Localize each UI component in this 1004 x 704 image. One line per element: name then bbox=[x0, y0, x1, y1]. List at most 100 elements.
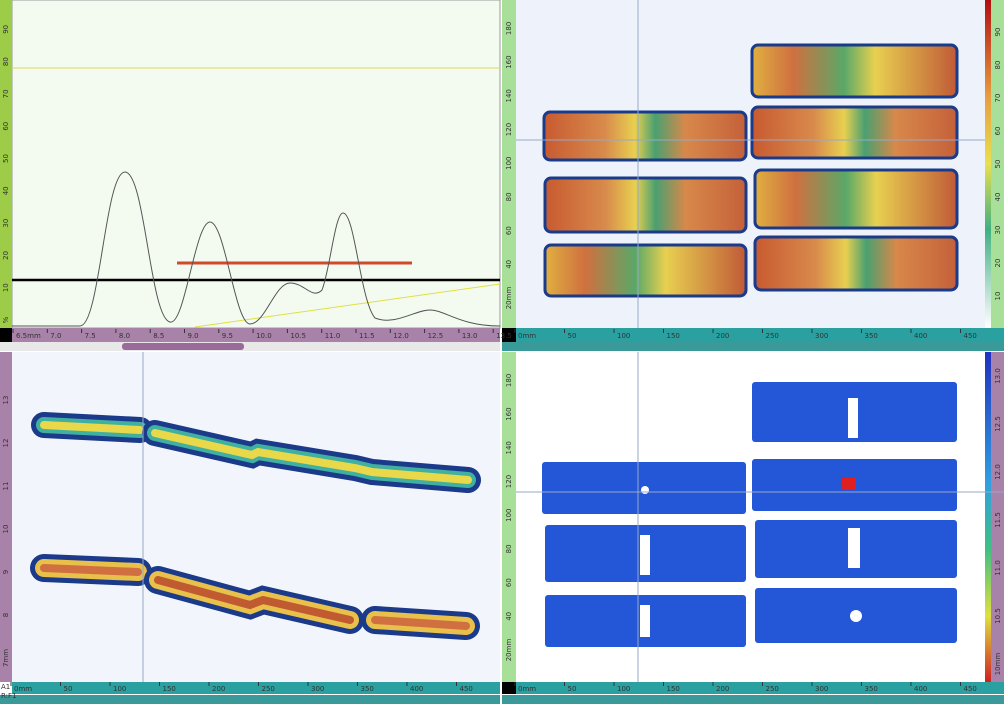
y-tick-label: 80 bbox=[505, 192, 513, 201]
x-tick-label: 6.5mm bbox=[16, 332, 41, 340]
x-tick-label: 50 bbox=[568, 685, 577, 693]
y-tick-label: 20 bbox=[2, 251, 10, 260]
ascan-plot bbox=[11, 0, 501, 329]
bscan-echoes bbox=[30, 412, 481, 640]
x-tick-label: 0mm bbox=[14, 685, 32, 693]
y-tick-label: 10 bbox=[994, 292, 1002, 301]
echo bbox=[40, 564, 142, 576]
y-tick-label: 140 bbox=[505, 441, 513, 454]
x-tick-label: 300 bbox=[311, 685, 324, 693]
x-tick-label: 250 bbox=[262, 685, 275, 693]
cscan-bottom-x-ruler bbox=[516, 682, 1004, 694]
ascan-x-ruler bbox=[12, 328, 500, 342]
x-tick-label: 10.5 bbox=[290, 332, 306, 340]
y-tick-label: 13.0 bbox=[994, 368, 1002, 384]
y-tick-label: 30 bbox=[2, 219, 10, 228]
plate bbox=[750, 105, 959, 160]
y-tick-label: 180 bbox=[505, 374, 513, 387]
plates-amplitude bbox=[542, 43, 959, 298]
x-tick-label: 300 bbox=[815, 685, 828, 693]
echo bbox=[154, 576, 354, 624]
y-tick-label: 11 bbox=[2, 482, 10, 491]
y-tick-label: 80 bbox=[505, 544, 513, 553]
y-tick-label: 13 bbox=[2, 396, 10, 405]
y-tick-label: 30 bbox=[994, 226, 1002, 235]
x-tick-label: 350 bbox=[865, 685, 878, 693]
defect bbox=[640, 605, 650, 637]
y-tick-label: 70 bbox=[2, 89, 10, 98]
defect bbox=[848, 528, 860, 568]
x-tick-label: 50 bbox=[64, 685, 73, 693]
cscan-bottom-y-ruler bbox=[502, 352, 516, 682]
x-tick-label: 200 bbox=[716, 332, 729, 340]
x-tick-label: 7.0 bbox=[50, 332, 61, 340]
y-tick-label: 100 bbox=[505, 509, 513, 522]
y-tick-label: 60 bbox=[505, 578, 513, 587]
echo bbox=[371, 616, 470, 630]
x-tick-label: 250 bbox=[766, 332, 779, 340]
y-tick-label: 50 bbox=[994, 160, 1002, 169]
y-tick-label: 60 bbox=[994, 127, 1002, 136]
corner-label: A1 bbox=[1, 683, 10, 691]
x-tick-label: 400 bbox=[914, 332, 927, 340]
y-tick-label: 7mm bbox=[2, 649, 10, 667]
y-tick-label: 10 bbox=[2, 283, 10, 292]
tcg-line bbox=[194, 283, 501, 328]
ruler-labels: 6.5mm 7.0 7.5 8.0 8.5 9.0 9.5 10.0 10.5 11.0 11.5 1… bbox=[1, 22, 1002, 700]
cscan-top-y-ruler bbox=[502, 0, 516, 328]
y-tick-label: 50 bbox=[2, 154, 10, 163]
x-tick-label: 9.0 bbox=[188, 332, 199, 340]
scrollbar[interactable] bbox=[0, 695, 500, 704]
y-tick-label: 80 bbox=[994, 61, 1002, 70]
x-tick-label: 11.5 bbox=[359, 332, 375, 340]
color-scale bbox=[985, 352, 991, 682]
plate bbox=[542, 110, 748, 162]
y-tick-label: 90 bbox=[994, 28, 1002, 37]
y-tick-label: 60 bbox=[2, 122, 10, 131]
y-tick-label: 12 bbox=[2, 439, 10, 448]
echo bbox=[151, 429, 472, 484]
y-tick-label: 40 bbox=[505, 260, 513, 269]
x-tick-label: 8.5 bbox=[153, 332, 164, 340]
y-tick-label: 140 bbox=[505, 89, 513, 102]
defect bbox=[848, 398, 858, 438]
x-tick-label: 200 bbox=[716, 685, 729, 693]
x-tick-label: 350 bbox=[361, 685, 374, 693]
y-tick-label: 100 bbox=[505, 157, 513, 170]
x-tick-label: 100 bbox=[617, 685, 630, 693]
y-tick-label: 70 bbox=[994, 94, 1002, 103]
defect bbox=[850, 610, 862, 622]
x-tick-label: 150 bbox=[667, 332, 680, 340]
x-tick-label: 0mm bbox=[518, 685, 536, 693]
x-tick-label: 150 bbox=[163, 685, 176, 693]
waveform bbox=[12, 171, 501, 327]
y-tick-label: 60 bbox=[505, 226, 513, 235]
x-tick-label: 350 bbox=[865, 332, 878, 340]
y-tick-label: 20 bbox=[994, 259, 1002, 268]
scrollbar[interactable] bbox=[502, 342, 1004, 351]
x-tick-label: 250 bbox=[766, 685, 779, 693]
x-tick-label: 100 bbox=[113, 685, 126, 693]
y-tick-label: 8 bbox=[2, 613, 10, 617]
y-tick-label: 120 bbox=[505, 123, 513, 136]
corner-box bbox=[502, 682, 516, 694]
x-tick-label: 12.5 bbox=[428, 332, 444, 340]
y-tick-label: 180 bbox=[505, 22, 513, 35]
y-tick-label: 20mm bbox=[505, 639, 513, 662]
x-tick-label: 450 bbox=[964, 332, 977, 340]
plate bbox=[543, 176, 748, 234]
plate bbox=[753, 235, 959, 292]
ascan-scrollbar[interactable] bbox=[0, 342, 500, 351]
x-tick-label: 10.0 bbox=[256, 332, 272, 340]
x-tick-label: 13.5 bbox=[496, 332, 512, 340]
corner-box bbox=[0, 328, 12, 342]
scroll-thumb[interactable] bbox=[122, 343, 244, 350]
x-tick-label: 13.0 bbox=[462, 332, 478, 340]
y-tick-label: 90 bbox=[2, 25, 10, 34]
x-tick-label: 400 bbox=[914, 685, 927, 693]
x-tick-label: 200 bbox=[212, 685, 225, 693]
scrollbar[interactable] bbox=[502, 695, 1004, 704]
y-tick-label: 11.5 bbox=[994, 512, 1002, 528]
corner-label: R:F1 bbox=[1, 692, 17, 700]
